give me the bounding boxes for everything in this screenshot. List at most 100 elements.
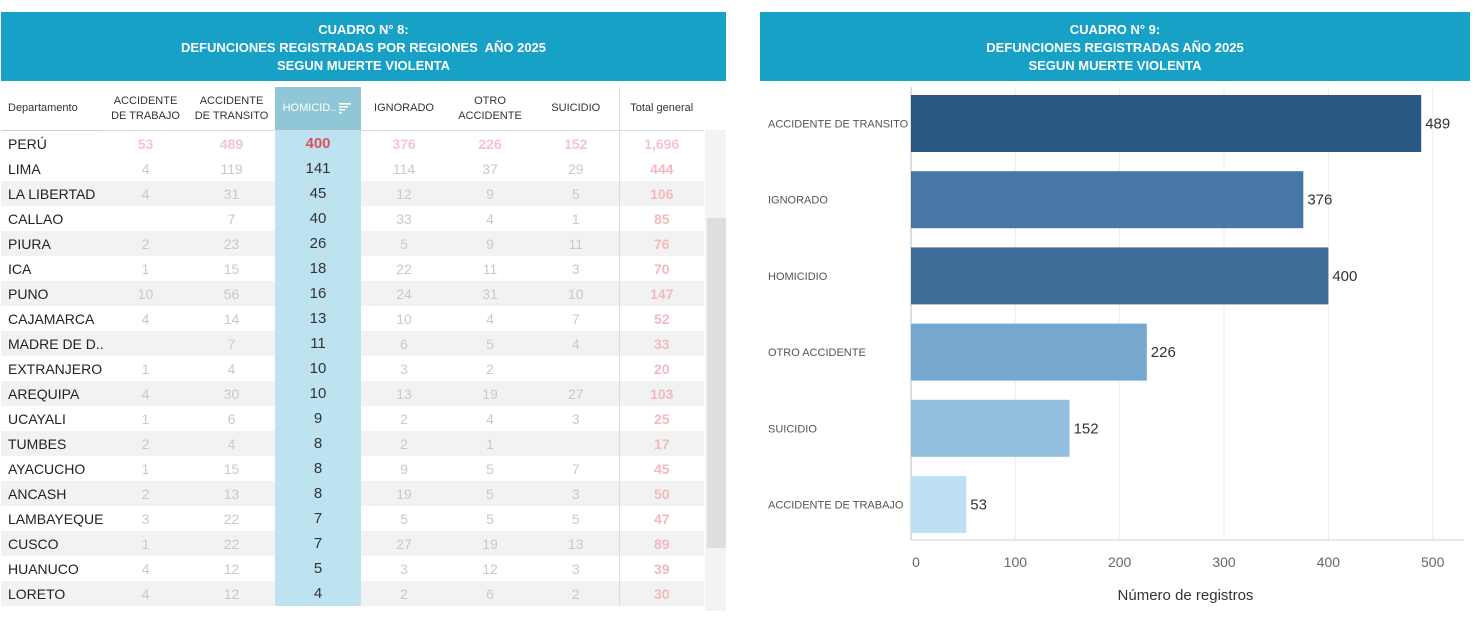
value-cell: 27: [533, 381, 619, 406]
department-cell: UCAYALI: [1, 406, 103, 431]
table-row[interactable]: HUANUCO 4 12 5 3 12 3 39: [1, 556, 704, 581]
column-header-0[interactable]: Departamento: [1, 87, 103, 131]
table-row[interactable]: LA LIBERTAD 4 31 45 12 9 5 106: [1, 181, 704, 206]
value-cell: 5: [361, 506, 447, 531]
category-label: HOMICIDIO: [768, 271, 828, 283]
department-cell: LIMA: [1, 156, 103, 181]
value-cell: 53: [103, 131, 188, 157]
chart-title-line-1: CUADRO N° 9:: [760, 21, 1470, 39]
total-row[interactable]: PERÚ 53 489 400 376 226 152 1,696: [1, 131, 704, 157]
column-header-3[interactable]: HOMICID..: [275, 87, 361, 131]
table-row[interactable]: LIMA 4 119 141 114 37 29 444: [1, 156, 704, 181]
column-header-5[interactable]: OTRO ACCIDENTE: [447, 87, 533, 131]
x-tick-label: 100: [1004, 554, 1028, 570]
value-cell: 52: [619, 306, 704, 331]
table-title-line-1: CUADRO N° 8:: [1, 21, 726, 39]
value-cell: 6: [188, 406, 275, 431]
value-cell: 11: [275, 331, 361, 356]
value-cell: 4: [533, 331, 619, 356]
table-row[interactable]: CUSCO 1 22 7 27 19 13 89: [1, 531, 704, 556]
column-header-2[interactable]: ACCIDENTE DE TRANSITO: [188, 87, 275, 131]
value-cell: 25: [619, 406, 704, 431]
data-label: 152: [1074, 420, 1099, 437]
value-cell: 7: [188, 206, 275, 231]
column-header-7[interactable]: Total general: [619, 87, 704, 131]
value-cell: 3: [103, 506, 188, 531]
value-cell: 5: [447, 456, 533, 481]
value-cell: 56: [188, 281, 275, 306]
x-tick-label: 400: [1317, 554, 1341, 570]
x-tick-label: 300: [1212, 554, 1236, 570]
data-label: 376: [1307, 192, 1332, 209]
category-label: ACCIDENTE DE TRABAJO: [768, 500, 904, 512]
table-title-line-2: DEFUNCIONES REGISTRADAS POR REGIONES AÑO…: [1, 39, 726, 57]
value-cell: 12: [188, 556, 275, 581]
department-cell: LA LIBERTAD: [1, 181, 103, 206]
value-cell: 16: [275, 281, 361, 306]
bar: [911, 171, 1303, 228]
table-row[interactable]: CALLAO 7 40 33 4 1 85: [1, 206, 704, 231]
table-row[interactable]: AYACUCHO 1 15 8 9 5 7 45: [1, 456, 704, 481]
table-title: CUADRO N° 8: DEFUNCIONES REGISTRADAS POR …: [1, 12, 726, 81]
value-cell: 8: [275, 481, 361, 506]
department-cell: EXTRANJERO: [1, 356, 103, 381]
department-cell: PERÚ: [1, 131, 103, 157]
value-cell: 3: [533, 406, 619, 431]
value-cell: 45: [275, 181, 361, 206]
column-header-1[interactable]: ACCIDENTE DE TRABAJO: [103, 87, 188, 131]
value-cell: 4: [103, 381, 188, 406]
value-cell: 444: [619, 156, 704, 181]
column-header-4[interactable]: IGNORADO: [361, 87, 447, 131]
x-tick-label: 200: [1108, 554, 1132, 570]
value-cell: 4: [103, 556, 188, 581]
table-row[interactable]: MADRE DE D.. 7 11 6 5 4 33: [1, 331, 704, 356]
table-row[interactable]: ICA 1 15 18 22 11 3 70: [1, 256, 704, 281]
value-cell: [103, 206, 188, 231]
value-cell: 22: [188, 506, 275, 531]
table-row[interactable]: ANCASH 2 13 8 19 5 3 50: [1, 481, 704, 506]
table-row[interactable]: LAMBAYEQUE 3 22 7 5 5 5 47: [1, 506, 704, 531]
value-cell: 12: [188, 581, 275, 606]
value-cell: 30: [619, 581, 704, 606]
value-cell: 10: [275, 356, 361, 381]
data-label: 226: [1151, 344, 1176, 361]
value-cell: 2: [103, 231, 188, 256]
value-cell: 5: [533, 181, 619, 206]
value-cell: 1: [103, 356, 188, 381]
value-cell: 2: [361, 581, 447, 606]
value-cell: 400: [275, 131, 361, 157]
value-cell: 7: [533, 456, 619, 481]
table-row[interactable]: PUNO 10 56 16 24 31 10 147: [1, 281, 704, 306]
value-cell: 7: [533, 306, 619, 331]
value-cell: 10: [533, 281, 619, 306]
value-cell: 5: [533, 506, 619, 531]
value-cell: 40: [275, 206, 361, 231]
value-cell: 103: [619, 381, 704, 406]
value-cell: 9: [447, 181, 533, 206]
table-scroll-thumb[interactable]: [707, 218, 726, 548]
value-cell: 3: [533, 556, 619, 581]
value-cell: 2: [533, 581, 619, 606]
value-cell: 33: [619, 331, 704, 356]
bar: [911, 95, 1421, 152]
value-cell: 376: [361, 131, 447, 157]
value-cell: 1: [103, 406, 188, 431]
value-cell: 85: [619, 206, 704, 231]
column-header-6[interactable]: SUICIDIO: [533, 87, 619, 131]
sort-descending-icon[interactable]: [339, 102, 353, 114]
table-row[interactable]: PIURA 2 23 26 5 9 11 76: [1, 231, 704, 256]
table-row[interactable]: AREQUIPA 4 30 10 13 19 27 103: [1, 381, 704, 406]
table-row[interactable]: EXTRANJERO 1 4 10 3 2 20: [1, 356, 704, 381]
table-row[interactable]: TUMBES 2 4 8 2 1 17: [1, 431, 704, 456]
value-cell: 31: [447, 281, 533, 306]
data-label: 489: [1425, 116, 1450, 133]
value-cell: 4: [188, 356, 275, 381]
value-cell: 119: [188, 156, 275, 181]
value-cell: 22: [361, 256, 447, 281]
value-cell: 7: [188, 331, 275, 356]
value-cell: 1: [103, 531, 188, 556]
table-row[interactable]: CAJAMARCA 4 14 13 10 4 7 52: [1, 306, 704, 331]
value-cell: 152: [533, 131, 619, 157]
table-row[interactable]: LORETO 4 12 4 2 6 2 30: [1, 581, 704, 606]
table-row[interactable]: UCAYALI 1 6 9 2 4 3 25: [1, 406, 704, 431]
